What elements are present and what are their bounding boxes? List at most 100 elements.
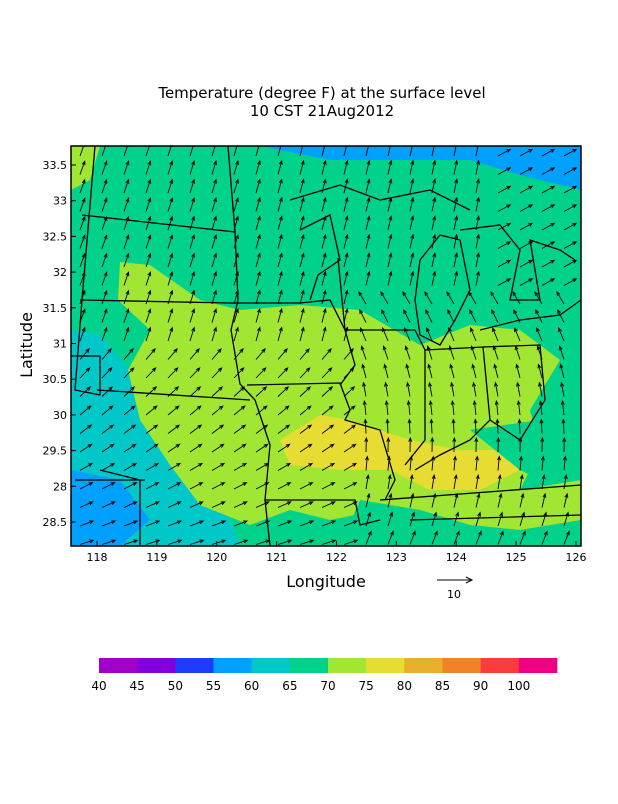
wind-arrow (145, 348, 156, 360)
wind-arrow (101, 501, 116, 508)
wind-arrow (299, 462, 314, 471)
wind-arrow (343, 424, 357, 434)
wind-arrow (211, 443, 225, 453)
wind-arrow (255, 482, 270, 490)
wind-arrow (474, 455, 479, 471)
wind-arrow (299, 233, 305, 249)
wind-arrow (299, 424, 313, 434)
wind-arrow (277, 270, 283, 286)
wind-arrow (513, 308, 521, 323)
wind-arrow (233, 443, 247, 453)
wind-arrow (321, 424, 335, 434)
wind-arrow (475, 474, 480, 490)
wind-arrow (541, 185, 556, 194)
wind-arrow (101, 252, 108, 268)
wind-arrow (123, 215, 130, 231)
wind-arrow (519, 222, 534, 231)
wind-arrow (516, 381, 521, 397)
state-line (404, 329, 426, 466)
wind-arrow (167, 386, 180, 397)
wind-arrow (167, 443, 181, 453)
wind-arrow (277, 424, 291, 434)
wind-arrow (431, 492, 437, 508)
wind-arrow (475, 196, 480, 212)
wind-arrow (211, 159, 217, 175)
wind-arrow (365, 215, 371, 231)
wind-arrow (299, 289, 305, 305)
wind-arrow (189, 146, 196, 157)
wind-arrow (541, 278, 556, 286)
wind-arrow (101, 539, 117, 545)
wind-arrow (299, 178, 305, 194)
wind-arrow (407, 418, 412, 434)
wind-arrow (519, 259, 534, 268)
wind-arrow (475, 511, 481, 527)
wind-arrow (563, 148, 578, 157)
wind-arrow (211, 196, 217, 212)
wind-arrow (255, 289, 261, 305)
wind-arrow (382, 345, 389, 360)
wind-arrow (430, 436, 435, 453)
wind-arrow (277, 367, 289, 379)
wind-arrow (453, 215, 459, 231)
wind-arrow (167, 289, 174, 305)
wind-arrow (497, 222, 512, 231)
wind-arrow (101, 215, 108, 231)
wind-arrow (365, 511, 371, 527)
wind-arrow (382, 327, 389, 342)
wind-arrow (494, 381, 499, 397)
wind-arrow (255, 539, 271, 545)
wind-arrow (497, 474, 502, 490)
wind-arrow (491, 308, 499, 323)
colorbar-box (480, 658, 520, 673)
wind-arrow (277, 462, 292, 471)
wind-arrow (387, 159, 393, 175)
wind-arrow (79, 539, 95, 545)
wind-arrow (560, 399, 565, 416)
wind-arrow (277, 482, 292, 490)
wind-arrow (450, 381, 455, 397)
wind-arrow (431, 474, 436, 490)
wind-arrow (211, 386, 224, 397)
wind-arrow (360, 345, 367, 360)
wind-arrow (123, 367, 135, 379)
wind-arrow (450, 399, 455, 416)
wind-arrow (255, 178, 261, 194)
wind-arrow (429, 418, 434, 434)
colorbar-label: 80 (397, 679, 412, 693)
wind-arrow (167, 252, 174, 268)
wind-arrow (211, 405, 224, 416)
wind-arrow (189, 539, 205, 545)
wind-arrow (387, 215, 393, 231)
wind-arrow (453, 146, 459, 157)
colorbar-label: 90 (473, 679, 488, 693)
wind-arrow (299, 367, 311, 379)
wind-arrow (255, 424, 269, 434)
wind-arrow (321, 462, 336, 471)
wind-arrow (453, 530, 460, 545)
y-tick-label: 30 (53, 409, 67, 422)
wind-arrow (189, 482, 204, 490)
wind-arrow (123, 462, 138, 471)
wind-arrow (79, 215, 86, 231)
wind-arrow (299, 326, 305, 342)
wind-arrow (233, 348, 244, 360)
wind-arrow (211, 289, 217, 305)
wind-arrow (79, 482, 94, 490)
wind-arrow (534, 290, 543, 305)
wind-arrow (386, 436, 391, 453)
wind-arrow (409, 215, 415, 231)
colorbar-label: 100 (507, 679, 530, 693)
y-tick-label: 31 (53, 338, 67, 351)
wind-arrow (472, 381, 477, 397)
wind-arrow (277, 289, 283, 305)
wind-arrow (497, 492, 503, 508)
wind-arrow (101, 197, 108, 212)
wind-arrow (496, 436, 501, 453)
wind-arrow (343, 482, 358, 490)
wind-arrow (475, 270, 480, 286)
colorbar-box (518, 658, 558, 673)
wind-arrow (343, 367, 355, 379)
wind-arrow (535, 308, 543, 323)
wind-arrow (453, 178, 459, 194)
